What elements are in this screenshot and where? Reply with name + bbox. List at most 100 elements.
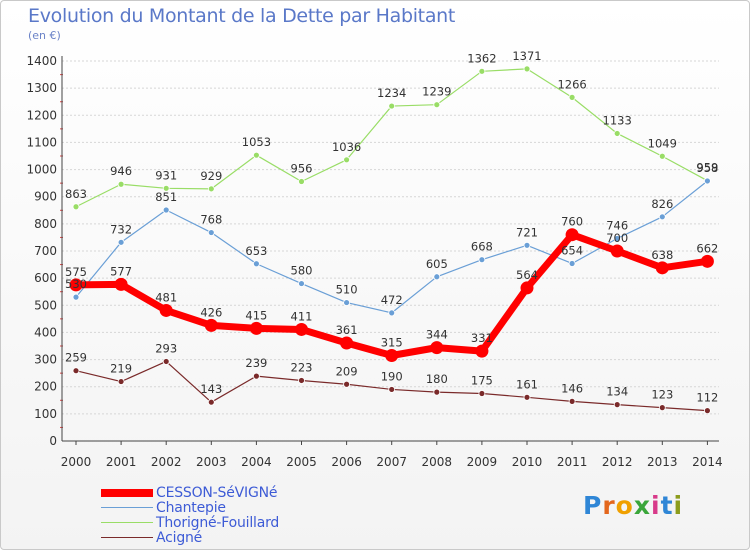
data-point xyxy=(117,180,125,188)
data-point xyxy=(72,293,80,301)
data-labels: 575 577 481 426 415 411 361 315 344 331 564 760 700 6… xyxy=(65,49,718,405)
legend-label: CESSON-SéVIGNé xyxy=(156,484,278,501)
data-label: 361 xyxy=(336,323,358,337)
data-point xyxy=(162,358,170,365)
data-point xyxy=(613,130,621,137)
x-tick-label: 2010 xyxy=(512,455,543,469)
x-tick-label: 2009 xyxy=(467,455,498,469)
data-label: 209 xyxy=(336,364,358,378)
data-label: 1239 xyxy=(422,85,451,99)
data-point xyxy=(72,367,80,375)
data-point xyxy=(478,67,486,75)
y-tick-label: 800 xyxy=(34,217,57,231)
legend-swatch xyxy=(101,488,153,497)
data-point xyxy=(162,206,170,214)
y-tick-label: 1000 xyxy=(26,163,57,177)
data-label: 929 xyxy=(200,169,222,183)
logo-letter: t xyxy=(660,491,674,520)
data-label: 826 xyxy=(651,197,673,211)
data-point xyxy=(430,341,444,355)
data-label: 239 xyxy=(245,356,267,370)
data-label: 958 xyxy=(696,161,718,175)
data-label: 134 xyxy=(606,385,628,399)
data-label: 700 xyxy=(606,231,628,245)
data-label: 732 xyxy=(110,222,132,236)
data-point xyxy=(159,303,173,317)
data-point xyxy=(204,318,218,332)
data-label: 1362 xyxy=(467,51,496,65)
x-tick-label: 2008 xyxy=(422,455,453,469)
data-point xyxy=(69,278,83,292)
data-label: 638 xyxy=(651,248,673,262)
data-label: 331 xyxy=(471,331,493,345)
unit-label: (en €) xyxy=(28,29,61,42)
data-label: 721 xyxy=(516,225,538,239)
data-point xyxy=(298,280,305,287)
data-point xyxy=(207,229,215,236)
legend-item: Acigné xyxy=(101,529,279,546)
data-point xyxy=(295,322,308,336)
data-label: 180 xyxy=(426,372,448,386)
logo-letter: x xyxy=(633,491,651,520)
data-point xyxy=(114,277,128,291)
data-point xyxy=(343,156,351,164)
data-label: 851 xyxy=(155,190,177,204)
data-label: 959 xyxy=(696,161,718,175)
data-point xyxy=(252,260,260,268)
data-point xyxy=(385,349,399,362)
legend-item: CESSON-SéVIGNé xyxy=(101,484,279,501)
data-label: 575 xyxy=(65,265,87,279)
y-tick-label: 300 xyxy=(34,353,57,367)
y-tick-label: 1100 xyxy=(26,135,57,149)
x-tick-label: 2012 xyxy=(602,455,633,469)
x-tick-label: 2005 xyxy=(286,455,317,469)
data-point xyxy=(117,378,125,385)
legend-label: Acigné xyxy=(156,529,203,546)
data-label: 654 xyxy=(561,243,583,257)
y-tick-label: 0 xyxy=(49,434,57,448)
data-point xyxy=(388,309,396,317)
data-point xyxy=(475,344,489,358)
data-point xyxy=(249,321,263,335)
logo-letter: o xyxy=(615,491,634,520)
data-label: 510 xyxy=(336,283,358,297)
data-label: 112 xyxy=(696,391,718,405)
data-label: 472 xyxy=(381,293,403,307)
data-label: 1036 xyxy=(332,140,361,154)
data-point xyxy=(610,244,624,258)
data-label: 768 xyxy=(200,213,222,227)
data-label: 143 xyxy=(200,382,222,396)
y-tick-label: 100 xyxy=(34,407,57,421)
y-tick-label: 200 xyxy=(34,380,57,394)
legend: CESSON-SéVIGNé Chantepie Thorigné-Fouillar… xyxy=(101,484,279,546)
data-label: 415 xyxy=(245,308,267,322)
data-point xyxy=(568,93,576,101)
legend-label: Chantepie xyxy=(156,499,226,516)
data-label: 1049 xyxy=(648,136,677,150)
data-point xyxy=(298,377,305,384)
data-label: 293 xyxy=(155,341,177,355)
proxiti-logo: Proxiti xyxy=(583,491,683,520)
data-point xyxy=(343,380,351,388)
data-label: 653 xyxy=(245,244,267,258)
data-label: 344 xyxy=(426,328,448,342)
data-point xyxy=(343,299,351,306)
axes: 0 100 200 300 400 500 600 700 800 900 1000 1100 1200… xyxy=(26,54,722,469)
data-point xyxy=(162,184,170,192)
data-label: 863 xyxy=(65,187,87,201)
y-tick-label: 600 xyxy=(34,271,57,285)
data-label: 931 xyxy=(155,168,177,182)
data-point xyxy=(523,393,531,401)
data-label: 1266 xyxy=(557,77,586,91)
data-point xyxy=(568,397,576,405)
data-label: 1234 xyxy=(377,86,406,100)
logo-letter: r xyxy=(602,491,616,520)
data-label: 223 xyxy=(291,360,313,374)
data-point xyxy=(565,228,579,242)
series-layer xyxy=(69,65,714,415)
data-point xyxy=(523,65,531,73)
data-point xyxy=(388,386,396,393)
data-label: 190 xyxy=(381,369,403,383)
